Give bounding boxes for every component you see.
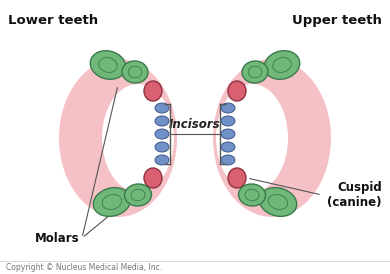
Ellipse shape bbox=[155, 116, 169, 126]
Ellipse shape bbox=[216, 84, 288, 192]
Ellipse shape bbox=[221, 116, 235, 126]
Ellipse shape bbox=[155, 129, 169, 139]
Text: Copyright © Nucleus Medical Media, Inc.: Copyright © Nucleus Medical Media, Inc. bbox=[6, 264, 162, 273]
Ellipse shape bbox=[221, 129, 235, 139]
Ellipse shape bbox=[239, 184, 266, 206]
Ellipse shape bbox=[93, 188, 131, 216]
Text: Upper teeth: Upper teeth bbox=[292, 14, 382, 27]
Ellipse shape bbox=[155, 103, 169, 113]
Ellipse shape bbox=[213, 59, 331, 217]
Ellipse shape bbox=[90, 51, 126, 79]
Text: Lower teeth: Lower teeth bbox=[8, 14, 98, 27]
Ellipse shape bbox=[122, 61, 148, 83]
Ellipse shape bbox=[155, 155, 169, 165]
Text: Incisors: Incisors bbox=[169, 118, 221, 131]
Ellipse shape bbox=[228, 81, 246, 101]
Ellipse shape bbox=[59, 59, 177, 217]
Text: Molars: Molars bbox=[35, 232, 80, 245]
Ellipse shape bbox=[221, 103, 235, 113]
Ellipse shape bbox=[228, 168, 246, 188]
Text: Cuspid
(canine): Cuspid (canine) bbox=[328, 181, 382, 209]
Ellipse shape bbox=[264, 51, 300, 79]
Ellipse shape bbox=[221, 142, 235, 152]
Ellipse shape bbox=[144, 168, 162, 188]
Ellipse shape bbox=[102, 84, 174, 192]
Ellipse shape bbox=[259, 188, 297, 216]
Ellipse shape bbox=[124, 184, 151, 206]
Ellipse shape bbox=[155, 142, 169, 152]
Ellipse shape bbox=[221, 155, 235, 165]
Ellipse shape bbox=[242, 61, 268, 83]
Ellipse shape bbox=[144, 81, 162, 101]
